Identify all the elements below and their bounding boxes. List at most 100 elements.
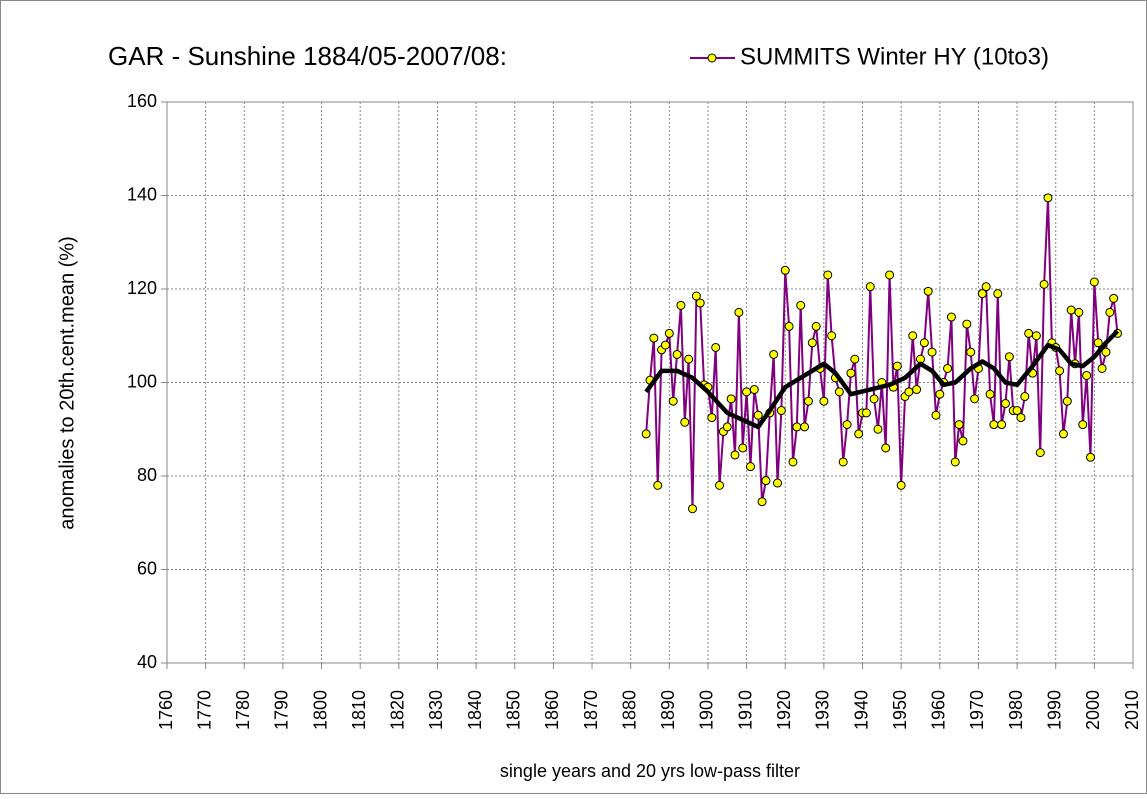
data-point [1024, 328, 1034, 338]
chart-title: GAR - Sunshine 1884/05-2007/08: [108, 41, 507, 71]
data-point [784, 321, 794, 331]
data-point [1012, 406, 1022, 416]
data-point [919, 338, 929, 348]
data-point [653, 480, 663, 490]
data-point [664, 328, 674, 338]
data-point [1031, 331, 1041, 341]
data-point [722, 422, 732, 432]
data-point [1058, 429, 1068, 439]
data-point [823, 270, 833, 280]
data-point [966, 347, 976, 357]
data-point [695, 298, 705, 308]
data-point [935, 389, 945, 399]
data-point [931, 410, 941, 420]
data-point [904, 387, 914, 397]
data-point [985, 389, 995, 399]
data-point [943, 363, 953, 373]
y-tick-label: 40 [137, 652, 157, 672]
data-point [989, 420, 999, 430]
y-tick-label: 60 [137, 558, 157, 578]
data-point [761, 476, 771, 486]
data-point [688, 504, 698, 514]
x-axis-label: single years and 20 yrs low-pass filter [500, 761, 800, 781]
data-point [738, 443, 748, 453]
data-point [788, 457, 798, 467]
data-point [753, 410, 763, 420]
data-point [881, 443, 891, 453]
x-tick-label: 1930 [813, 690, 833, 730]
data-point [803, 396, 813, 406]
x-tick-label: 1940 [851, 690, 871, 730]
data-point [734, 307, 744, 317]
x-tick-label: 1920 [774, 690, 794, 730]
legend-label: SUMMITS Winter HY (10to3) [740, 43, 1049, 70]
data-point [1020, 392, 1030, 402]
data-point [769, 349, 779, 359]
x-tick-label: 1880 [619, 690, 639, 730]
data-point [1004, 352, 1014, 362]
data-point [672, 349, 682, 359]
data-point [993, 289, 1003, 299]
data-point [745, 462, 755, 472]
x-tick-label: 1770 [194, 690, 214, 730]
x-tick-label: 1810 [349, 690, 369, 730]
data-point [861, 408, 871, 418]
data-point [1066, 305, 1076, 315]
data-point [950, 457, 960, 467]
data-point [811, 321, 821, 331]
data-point [1105, 307, 1115, 317]
data-point [660, 340, 670, 350]
plot-frame [166, 101, 1134, 664]
data-point [641, 429, 651, 439]
data-point [923, 286, 933, 296]
data-point [1062, 396, 1072, 406]
y-tick-label: 140 [127, 184, 157, 204]
x-tick-label: 1910 [735, 690, 755, 730]
data-point [684, 354, 694, 364]
data-point [1078, 420, 1088, 430]
data-point [850, 354, 860, 364]
data-point [773, 478, 783, 488]
x-tick-label: 1830 [426, 690, 446, 730]
data-point [896, 480, 906, 490]
data-point [1093, 338, 1103, 348]
data-point [1082, 370, 1092, 380]
data-point [927, 347, 937, 357]
x-tick-label: 2000 [1083, 690, 1103, 730]
y-axis-label: anomalies to 20th.cent.mean (%) [56, 236, 78, 530]
data-point [892, 361, 902, 371]
data-point [1035, 448, 1045, 458]
data-point [776, 406, 786, 416]
data-point [834, 387, 844, 397]
data-point [854, 429, 864, 439]
x-tick-label: 1760 [156, 690, 176, 730]
data-point [865, 282, 875, 292]
data-point [819, 396, 829, 406]
x-tick-label: 1850 [504, 690, 524, 730]
data-point [730, 450, 740, 460]
data-point [885, 270, 895, 280]
x-tick-label: 1780 [233, 690, 253, 730]
y-tick-label: 100 [127, 371, 157, 391]
data-point [649, 333, 659, 343]
data-point [908, 331, 918, 341]
x-tick-label: 1790 [272, 690, 292, 730]
data-point [1089, 277, 1099, 287]
data-point [1016, 413, 1026, 423]
y-tick-label: 160 [127, 91, 157, 111]
data-point [807, 338, 817, 348]
x-tick-label: 1800 [310, 690, 330, 730]
data-point [742, 387, 752, 397]
data-point [757, 497, 767, 507]
data-point [707, 413, 717, 423]
data-point [1101, 347, 1111, 357]
data-point [827, 331, 837, 341]
data-point [715, 480, 725, 490]
data-point [838, 457, 848, 467]
legend-marker [707, 53, 717, 63]
x-tick-label: 1970 [967, 690, 987, 730]
x-tick-label: 1990 [1044, 690, 1064, 730]
data-point [1000, 399, 1010, 409]
data-point [997, 420, 1007, 430]
data-point [1043, 193, 1053, 203]
